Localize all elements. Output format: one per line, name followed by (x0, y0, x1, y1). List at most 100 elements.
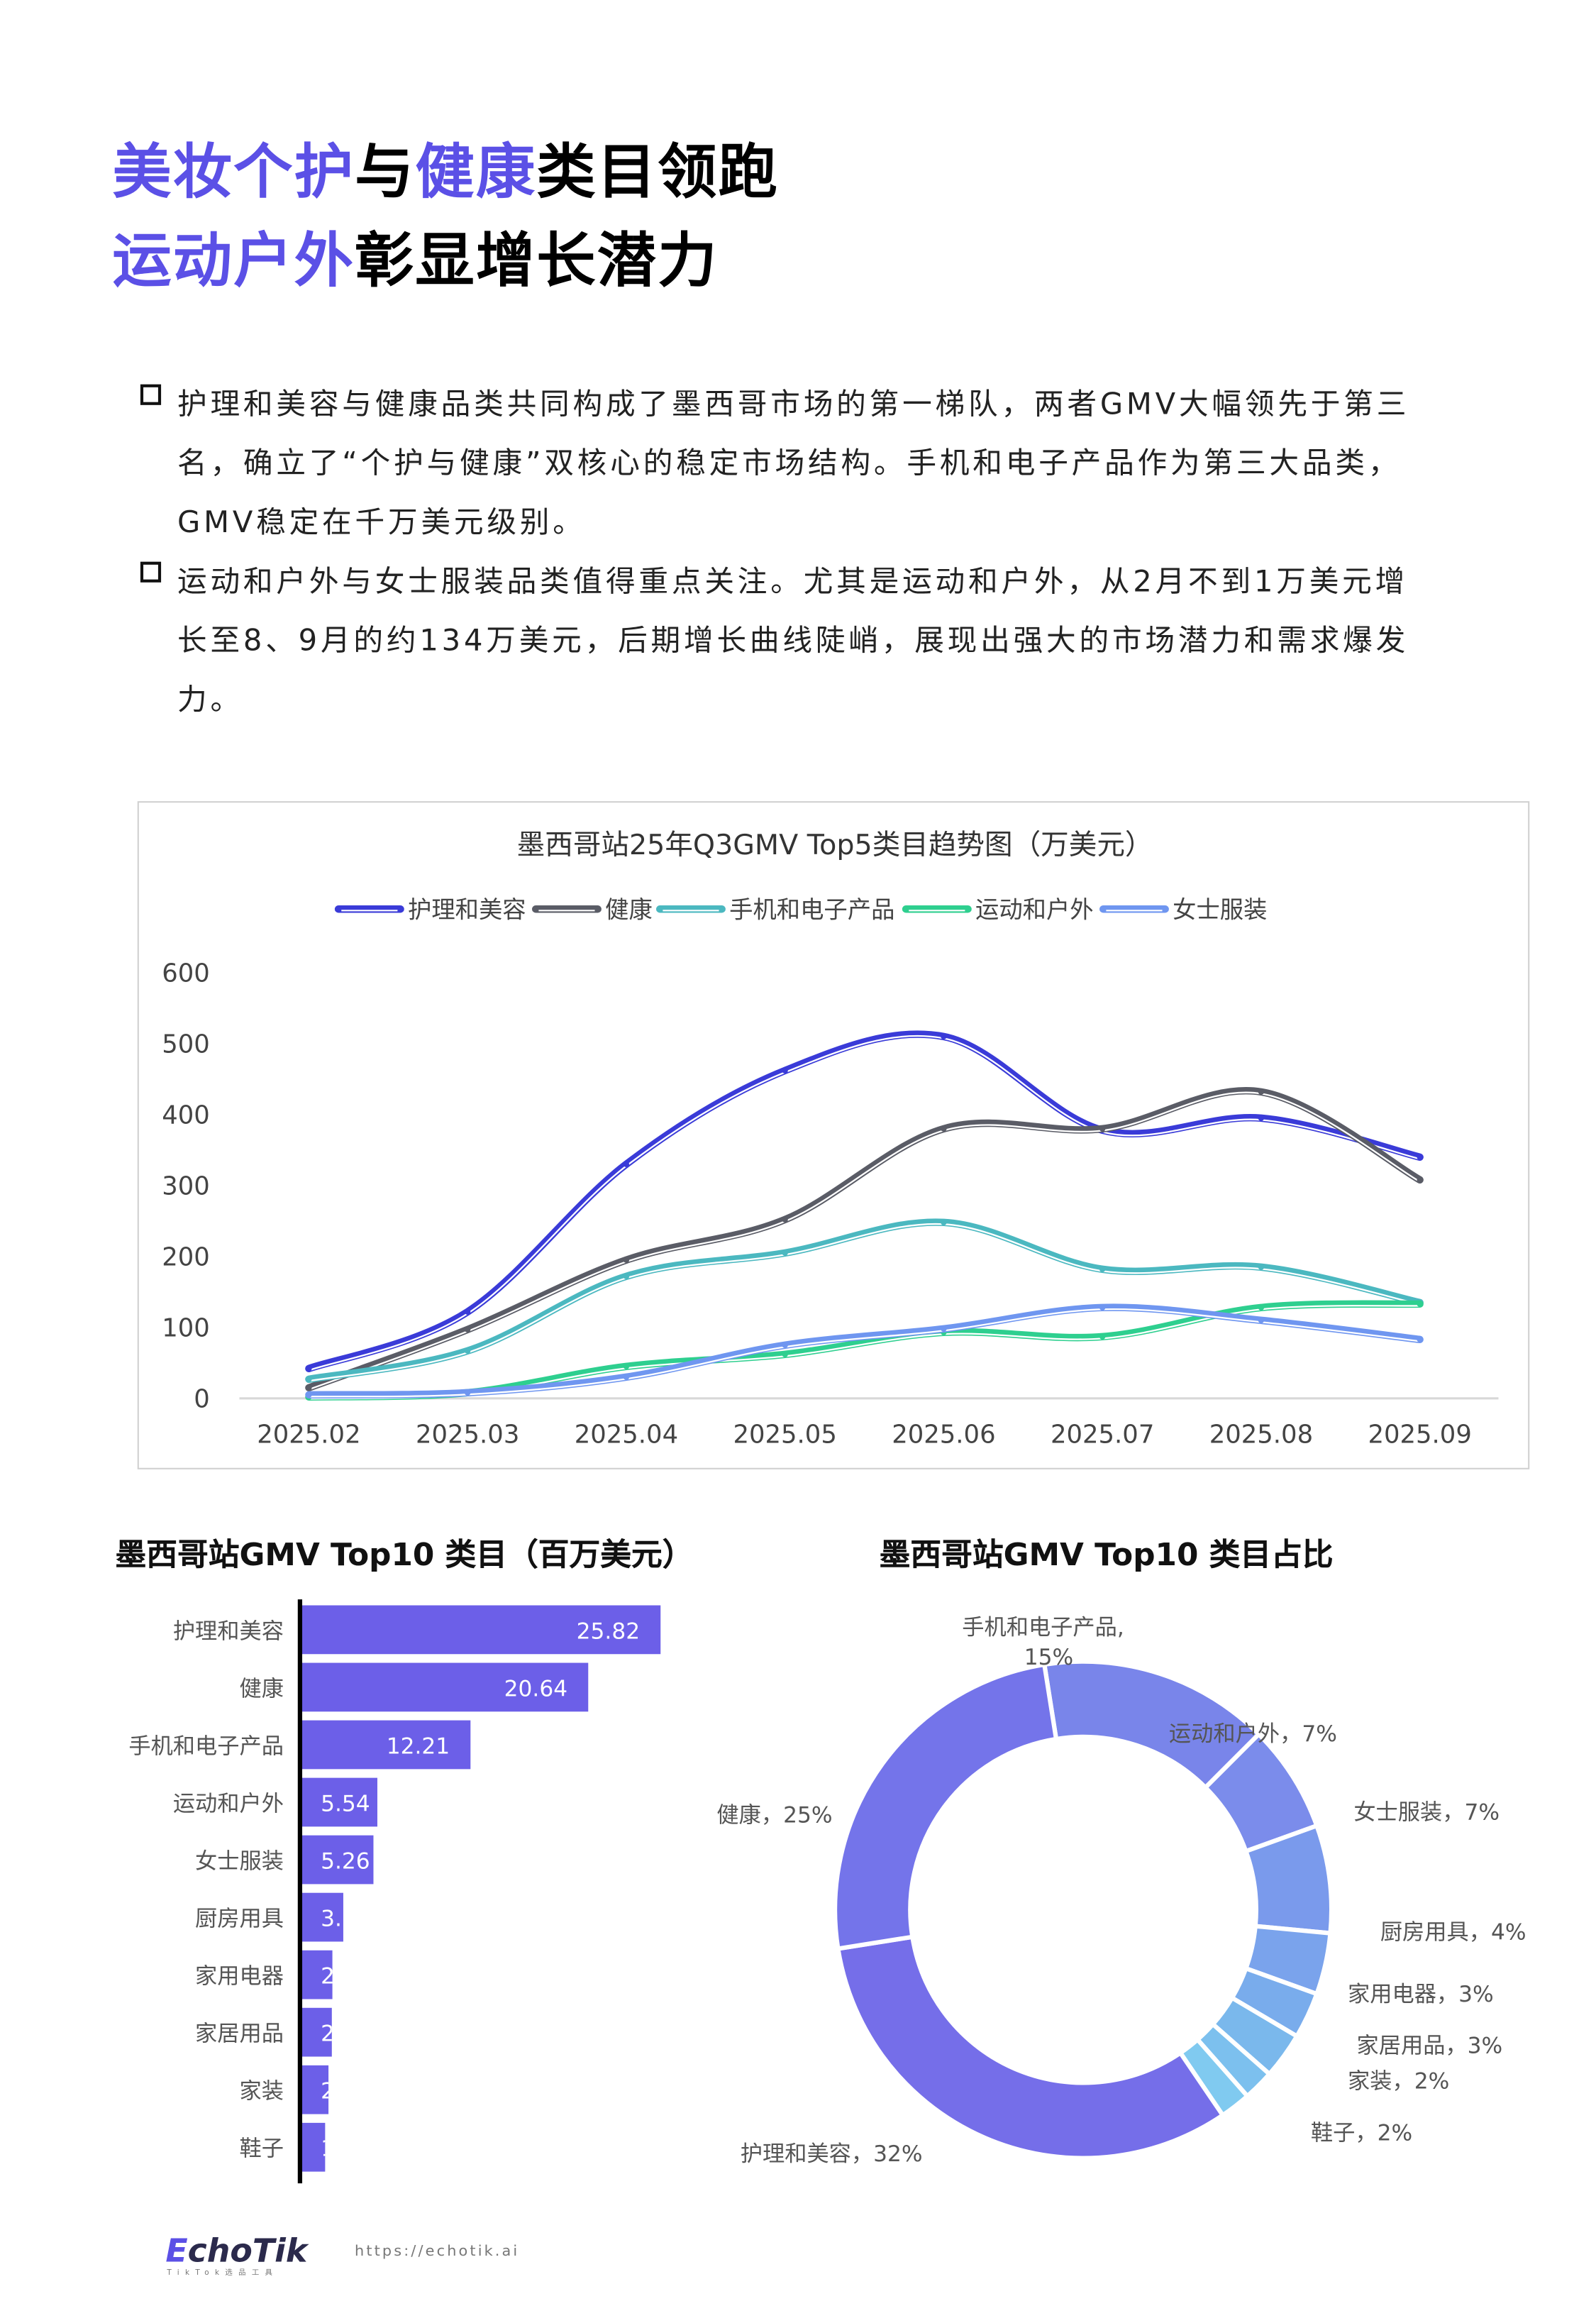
donut-label: 家居用品，3% (1356, 2034, 1502, 2059)
series-line (305, 1030, 1424, 1373)
data-point (623, 1257, 630, 1263)
x-tick-label: 2025.02 (257, 1420, 360, 1449)
bar (299, 1892, 343, 1942)
bar-value-label: 2.32 (321, 1964, 370, 1990)
headline-line-1: 美妆个护与健康类目领跑 (112, 124, 779, 210)
x-tick-label: 2025.08 (1209, 1420, 1313, 1449)
bar-value-label: 20.64 (504, 1676, 567, 1701)
chart-title: 墨西哥站25年Q3GMV Top5类目趋势图（万美元） (517, 829, 1153, 861)
data-point (1258, 1115, 1265, 1121)
data-point (1258, 1304, 1265, 1311)
y-tick-label: 300 (162, 1171, 210, 1201)
legend-label: 手机和电子产品 (729, 896, 894, 924)
y-tick-label: 500 (162, 1030, 210, 1059)
bar-value-label: 5.26 (321, 1849, 370, 1875)
series-line-highlight (309, 1308, 1420, 1398)
checkbox-square-icon (140, 561, 162, 583)
echotik-logo: EchoTik TikTok选品工具 (165, 2231, 309, 2277)
donut-label: 护理和美容，32% (741, 2141, 923, 2167)
logo-wordmark: EchoTik (165, 2231, 309, 2269)
data-point (306, 1384, 312, 1391)
donut-label: 鞋子，2% (1311, 2121, 1412, 2146)
donut-label: 女士服装，7% (1353, 1800, 1500, 1826)
bar (299, 1777, 377, 1827)
donut-chart: 手机和电子产品, 15% 运动和户外，7% 女士服装，7% 厨房用具，4% 家用电器，3%… (716, 1615, 1526, 2167)
x-tick-label: 2025.03 (416, 1420, 519, 1449)
bar (299, 1950, 333, 1999)
bar-chart-title: 墨西哥站GMV Top10 类目（百万美元） (115, 1537, 694, 1573)
bar-value-label: 25.82 (577, 1618, 640, 1644)
data-point (1099, 1333, 1106, 1340)
data-point (782, 1216, 788, 1223)
bar-value-label: 3.1 (321, 1907, 356, 1932)
bar-value-label: 12.21 (387, 1733, 450, 1759)
y-tick-label: 200 (162, 1242, 210, 1271)
data-point (1099, 1125, 1106, 1132)
data-point (306, 1391, 312, 1398)
y-tick-label: 400 (162, 1100, 210, 1130)
y-tick-label: 100 (162, 1313, 210, 1342)
y-tick-label: 0 (194, 1384, 210, 1413)
legend-label: 女士服装 (1173, 896, 1267, 924)
donut-chart-title: 墨西哥站GMV Top10 类目占比 (879, 1537, 1334, 1573)
donut-label: 运动和户外，7% (1169, 1721, 1337, 1747)
data-point (464, 1389, 471, 1396)
bar (299, 1835, 374, 1885)
series-line (305, 1303, 1424, 1399)
line-chart: 墨西哥站25年Q3GMV Top5类目趋势图（万美元） 护理和美容 健康 手机和电子产… (162, 829, 1499, 1449)
data-point (623, 1273, 630, 1279)
donut-label: 健康，25% (716, 1803, 832, 1828)
bar-category-label: 女士服装 (195, 1849, 284, 1875)
donut-label: 家装，2% (1348, 2069, 1449, 2095)
data-point (1258, 1317, 1265, 1323)
bar-category-label: 鞋子 (240, 2136, 284, 2162)
bar-category-label: 家居用品 (195, 2021, 284, 2047)
y-tick-label: 600 (162, 959, 210, 988)
bar-category-label: 护理和美容 (173, 1618, 284, 1644)
legend-label: 运动和户外 (975, 896, 1094, 924)
data-point (782, 1249, 788, 1256)
legend-label: 护理和美容 (408, 896, 526, 924)
headline-text: 彰显增长潜力 (354, 227, 719, 296)
donut-label: 手机和电子产品, (962, 1615, 1124, 1640)
legend-label: 健康 (605, 896, 653, 924)
bar-category-label: 家装 (240, 2079, 284, 2104)
donut-label: 厨房用具，4% (1380, 1919, 1526, 1945)
bar-value-label: 2.28 (321, 2021, 370, 2047)
data-point (306, 1376, 312, 1382)
data-point (941, 1325, 947, 1332)
data-point (1099, 1266, 1106, 1272)
bar-category-label: 健康 (240, 1676, 284, 1701)
x-tick-label: 2025.06 (892, 1420, 995, 1449)
data-point (306, 1365, 312, 1372)
bar-category-label: 运动和户外 (173, 1791, 284, 1816)
data-point (464, 1326, 471, 1333)
bar (299, 1720, 471, 1770)
bar-value-label: 2.04 (321, 2079, 370, 2104)
bar (299, 1662, 589, 1712)
headline-text: 类目领跑 (536, 138, 779, 207)
data-point (464, 1308, 471, 1315)
data-point (941, 1219, 947, 1225)
logo-tagline: TikTok选品工具 (166, 2268, 278, 2277)
bar-value-label: 5.54 (321, 1791, 370, 1816)
checkbox-square-icon (140, 384, 162, 405)
headline-line-2: 运动户外彰显增长潜力 (112, 213, 718, 299)
headline-highlight: 健康 (415, 138, 537, 207)
data-point (782, 1067, 788, 1074)
bullet-text: 护理和美容与健康品类共同构成了墨西哥市场的第一梯队，两者GMV大幅领先于第三名，… (177, 385, 1410, 540)
headline-text: 与 (354, 138, 416, 207)
bar-category-label: 家用电器 (195, 1964, 284, 1990)
data-point (1258, 1264, 1265, 1270)
data-point (941, 1033, 947, 1039)
x-tick-label: 2025.04 (575, 1420, 678, 1449)
donut-label: 家用电器，3% (1348, 1982, 1494, 2007)
series-line-highlight (309, 1223, 1420, 1382)
footer-url[interactable]: https://echotik.ai (354, 2244, 520, 2261)
bar-category-label: 手机和电子产品 (128, 1733, 284, 1759)
bar-category-label: 厨房用具 (195, 1907, 284, 1932)
bar-value-label: 1.8 (321, 2136, 356, 2162)
data-point (1417, 1336, 1423, 1342)
data-point (623, 1161, 630, 1167)
